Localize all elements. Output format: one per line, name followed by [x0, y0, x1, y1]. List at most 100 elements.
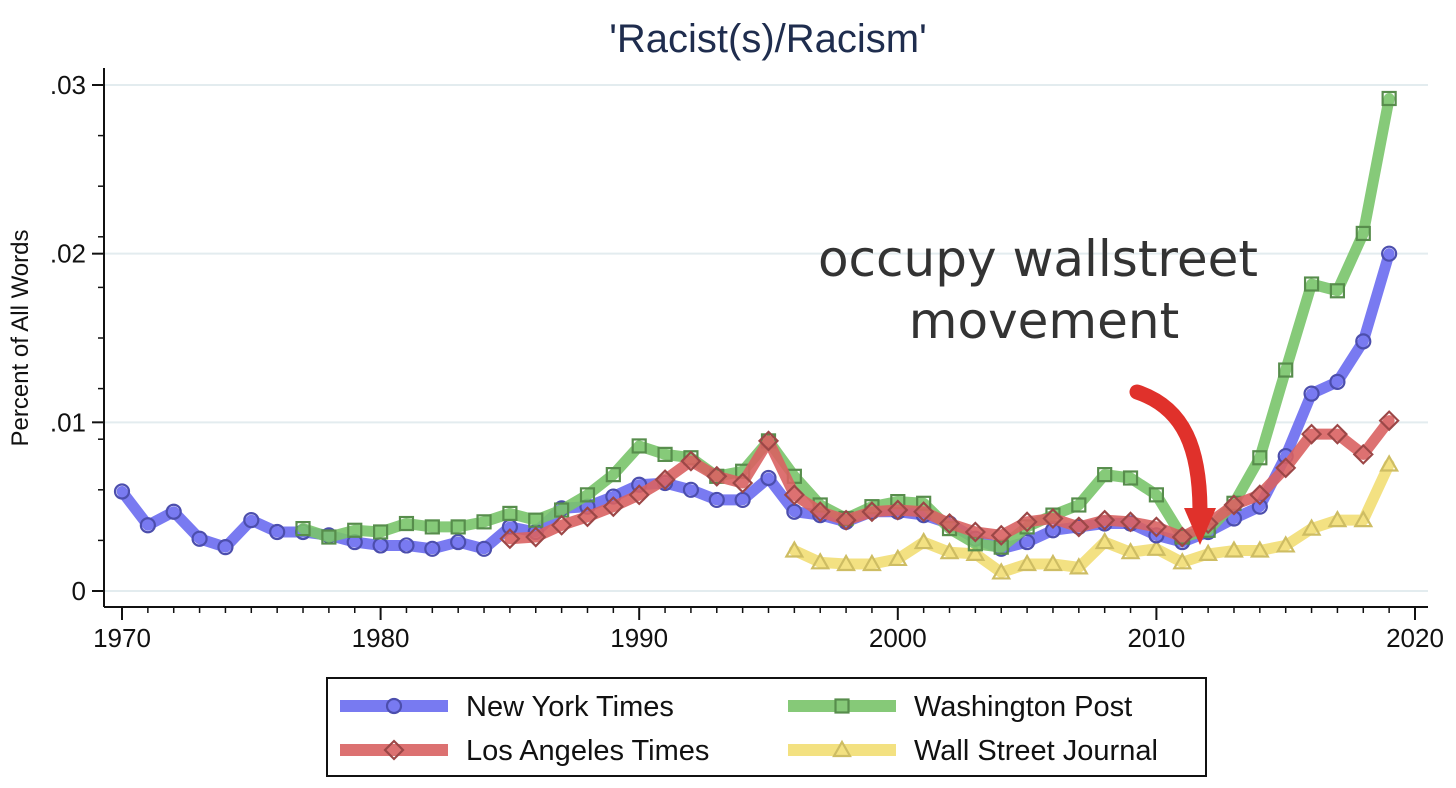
data-point-los-angeles-times	[757, 430, 780, 452]
data-point-new-york-times	[269, 523, 286, 541]
data-point-washington-post	[450, 519, 466, 535]
data-point-wall-street-journal	[1172, 552, 1193, 570]
series-washington-post	[295, 90, 1397, 555]
y-tick-label: .01	[50, 407, 86, 437]
legend-label-wall-street-journal: Wall Street Journal	[914, 735, 1158, 767]
data-point-wall-street-journal	[784, 540, 805, 558]
data-point-wall-street-journal	[1301, 518, 1322, 536]
data-point-new-york-times	[682, 481, 700, 498]
data-point-wall-street-journal	[1275, 535, 1296, 553]
axes: 0 .01 .02 .03 1970 1980 1990 2000 2010 2020	[50, 70, 1444, 653]
data-point-los-angeles-times	[628, 484, 650, 506]
data-point-wall-street-journal	[887, 548, 908, 567]
data-point-los-angeles-times	[732, 472, 754, 494]
data-point-wall-street-journal	[1043, 553, 1063, 572]
legend-marker-los-angeles-times	[383, 739, 405, 761]
gridlines	[104, 84, 1428, 592]
data-point-los-angeles-times	[887, 499, 909, 521]
series-wall-street-journal	[784, 454, 1400, 580]
annotation: occupy wallstreet movement	[818, 230, 1258, 545]
data-point-los-angeles-times	[1042, 507, 1064, 530]
data-point-new-york-times	[760, 469, 777, 487]
data-point-los-angeles-times	[1068, 516, 1090, 538]
chart-title: 'Racist(s)/Racism'	[609, 17, 927, 61]
data-point-los-angeles-times	[1223, 494, 1245, 516]
data-point-los-angeles-times	[861, 501, 883, 523]
data-point-wall-street-journal	[836, 553, 856, 572]
data-point-wall-street-journal	[939, 541, 960, 560]
annotation-arrow-head	[1184, 508, 1216, 545]
data-point-los-angeles-times	[938, 512, 961, 535]
data-point-wall-street-journal	[1146, 538, 1167, 556]
data-point-wall-street-journal	[1068, 557, 1089, 575]
data-point-washington-post	[1097, 467, 1113, 483]
data-point-washington-post	[1329, 283, 1346, 299]
data-point-los-angeles-times	[1094, 509, 1116, 531]
legend-label-los-angeles-times: Los Angeles Times	[466, 735, 709, 767]
data-point-washington-post	[321, 529, 337, 545]
data-point-los-angeles-times	[1171, 526, 1193, 548]
data-point-wall-street-journal	[810, 552, 831, 570]
annotation-text-line-1: occupy wallstreet	[818, 230, 1258, 288]
x-tick-label: 1970	[93, 623, 151, 653]
data-point-los-angeles-times	[680, 450, 702, 472]
series-line-los-angeles-times	[504, 415, 1395, 545]
data-point-wall-street-journal	[1017, 553, 1037, 572]
data-point-washington-post	[1355, 225, 1371, 242]
data-point-los-angeles-times	[913, 501, 935, 523]
data-point-wall-street-journal	[1224, 540, 1244, 558]
data-point-los-angeles-times	[835, 509, 857, 531]
data-point-washington-post	[1381, 90, 1397, 107]
data-point-new-york-times	[165, 503, 182, 520]
x-tick-label: 1980	[352, 623, 410, 653]
legend-item-new-york-times: New York Times	[340, 691, 674, 723]
data-point-new-york-times	[424, 540, 441, 557]
data-point-los-angeles-times	[1016, 511, 1038, 533]
legend-item-los-angeles-times: Los Angeles Times	[340, 735, 709, 767]
data-point-new-york-times	[1303, 385, 1320, 402]
data-point-wall-street-journal	[1249, 540, 1270, 558]
data-point-washington-post	[1122, 470, 1139, 486]
series-line-washington-post	[297, 92, 1395, 553]
data-point-washington-post	[424, 519, 440, 535]
x-tick-label: 1990	[610, 623, 668, 653]
data-point-washington-post	[398, 515, 415, 532]
y-tick-label: .02	[50, 239, 86, 269]
data-point-new-york-times	[113, 483, 131, 500]
data-point-los-angeles-times	[551, 514, 573, 536]
data-point-wall-street-journal	[1198, 543, 1219, 561]
data-point-new-york-times	[475, 540, 493, 557]
data-point-new-york-times	[217, 539, 234, 556]
legend-marker-wall-street-journal	[832, 739, 852, 758]
data-point-los-angeles-times	[809, 501, 831, 523]
data-point-washington-post	[657, 446, 673, 462]
data-point-los-angeles-times	[1249, 484, 1271, 506]
x-tick-label: 2020	[1386, 623, 1444, 653]
y-axis-title: Percent of All Words	[7, 230, 34, 447]
data-point-washington-post	[1071, 497, 1087, 513]
data-point-new-york-times	[243, 512, 260, 529]
data-point-washington-post	[373, 524, 389, 540]
data-point-washington-post	[347, 522, 363, 538]
annotation-arrow-shaft	[1129, 384, 1208, 520]
data-point-los-angeles-times	[654, 469, 676, 491]
data-point-los-angeles-times	[499, 528, 521, 550]
y-tick-label: 0	[72, 576, 86, 606]
data-point-new-york-times	[398, 537, 415, 554]
data-point-washington-post	[502, 505, 518, 522]
legend-label-washington-post: Washington Post	[914, 691, 1132, 723]
data-point-wall-street-journal	[862, 553, 882, 572]
legend-marker-new-york-times	[385, 697, 403, 715]
data-point-wall-street-journal	[1353, 509, 1374, 528]
x-tick-label: 2010	[1127, 623, 1185, 653]
data-point-washington-post	[631, 438, 647, 454]
data-point-washington-post	[1148, 487, 1165, 503]
data-point-los-angeles-times	[1352, 443, 1374, 465]
y-tick-label: .03	[50, 70, 86, 100]
legend-item-wall-street-journal: Wall Street Journal	[788, 735, 1158, 767]
data-point-wall-street-journal	[913, 531, 934, 550]
legend-label-new-york-times: New York Times	[466, 691, 674, 723]
data-point-washington-post	[295, 520, 311, 537]
data-point-los-angeles-times	[783, 484, 805, 506]
